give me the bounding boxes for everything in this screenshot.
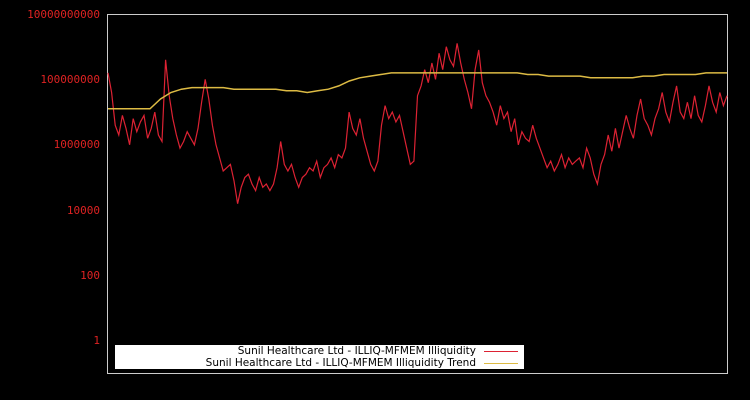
legend-item-trend: Sunil Healthcare Ltd - ILLIQ-MFMEM Illiq… [206,357,518,369]
illiquidity-line [107,43,728,204]
legend: Sunil Healthcare Ltd - ILLIQ-MFMEM Illiq… [115,345,524,369]
legend-item-illiquidity: Sunil Healthcare Ltd - ILLIQ-MFMEM Illiq… [238,345,518,357]
legend-swatch-gold [484,362,518,364]
y-tick-label: 10000000000 [27,8,100,21]
y-tick-label: 10000 [66,204,100,217]
legend-label: Sunil Healthcare Ltd - ILLIQ-MFMEM Illiq… [205,357,476,369]
y-tick-label: 1 [93,334,100,347]
plot-area-frame [107,14,728,374]
y-tick-label: 100000000 [40,73,100,86]
y-tick-label: 1000000 [53,138,100,151]
legend-swatch-red [484,350,518,352]
legend-label: Sunil Healthcare Ltd - ILLIQ-MFMEM Illiq… [237,345,476,357]
illiquidity-trend-line [108,72,727,110]
y-tick-label: 100 [80,269,100,282]
